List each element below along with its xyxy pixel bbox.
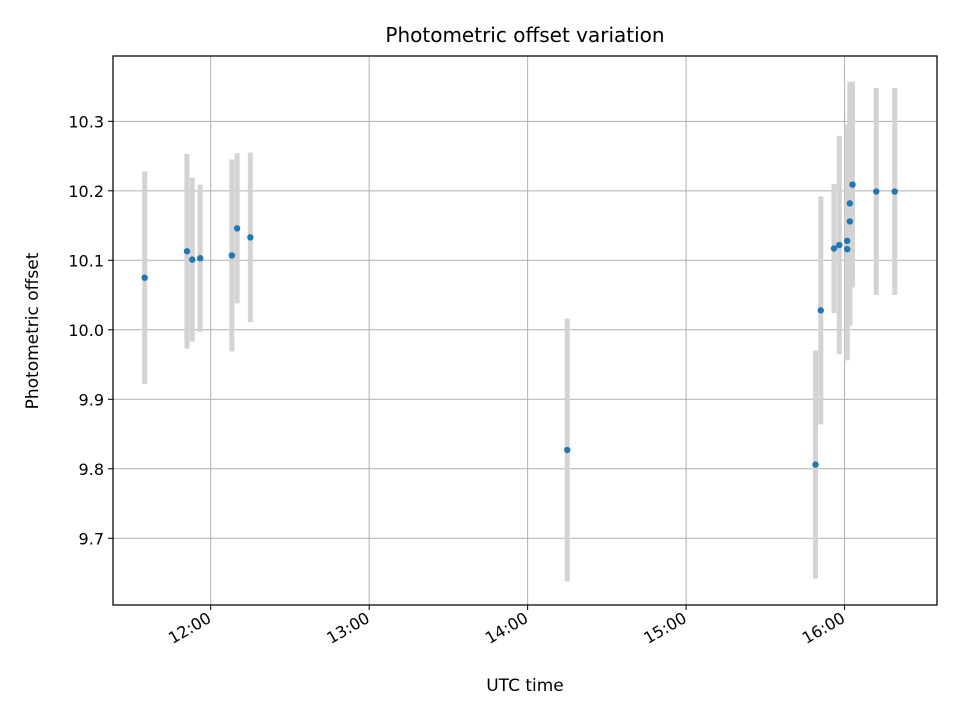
y-tick-label: 9.9 bbox=[79, 390, 104, 409]
data-point bbox=[846, 218, 854, 225]
grid bbox=[113, 56, 937, 605]
y-tick-label: 9.8 bbox=[79, 460, 104, 479]
y-tick-label: 10.2 bbox=[68, 182, 104, 201]
data-point bbox=[228, 252, 236, 259]
y-tick-label: 9.7 bbox=[79, 529, 104, 548]
data-point bbox=[141, 274, 148, 281]
data-point bbox=[189, 256, 196, 263]
data-point bbox=[830, 245, 838, 252]
y-axis-label: Photometric offset bbox=[23, 252, 43, 409]
y-tick-label: 10.0 bbox=[68, 321, 104, 340]
data-point bbox=[891, 188, 898, 195]
data-points bbox=[141, 181, 898, 468]
data-point bbox=[183, 248, 191, 255]
data-point bbox=[233, 225, 241, 232]
data-point bbox=[196, 255, 204, 262]
data-point bbox=[564, 446, 571, 454]
data-point bbox=[846, 200, 854, 207]
data-point bbox=[247, 234, 254, 241]
data-point bbox=[836, 241, 843, 249]
data-point bbox=[844, 245, 851, 253]
data-point bbox=[844, 237, 851, 245]
data-point bbox=[873, 188, 880, 195]
y-axis-ticks: 9.7 9.8 9.9 10.0 10.1 10.2 10.3 bbox=[68, 112, 113, 548]
data-point bbox=[812, 461, 819, 468]
chart-title: Photometric offset variation bbox=[385, 23, 664, 47]
data-point bbox=[849, 181, 856, 188]
x-axis-label: UTC time bbox=[486, 676, 564, 696]
y-tick-label: 10.3 bbox=[68, 112, 104, 131]
y-tick-label: 10.1 bbox=[68, 251, 104, 270]
plot-frame bbox=[112, 55, 938, 606]
data-point bbox=[817, 307, 824, 314]
